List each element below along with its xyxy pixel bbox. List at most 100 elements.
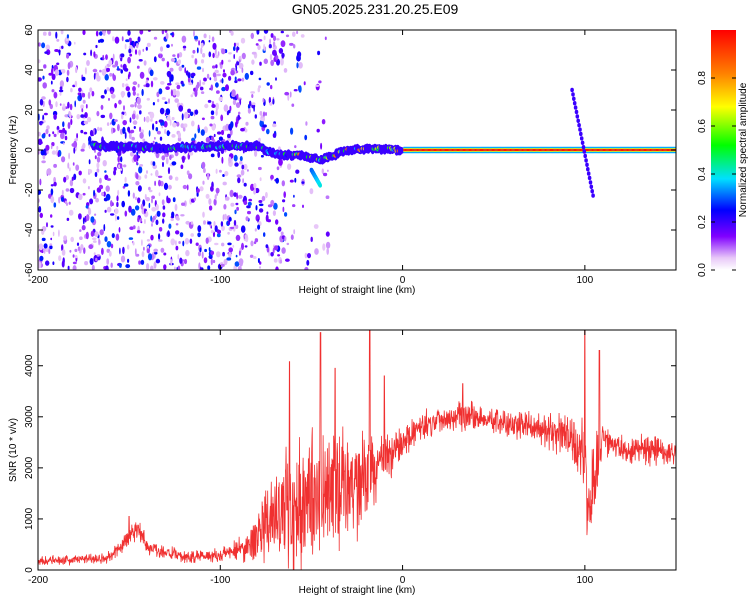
noise-speckle xyxy=(85,205,89,209)
snr-y-label: SNR (10 * v/v) xyxy=(8,418,19,482)
y-tick-label: -40 xyxy=(24,222,35,237)
noise-speckle xyxy=(129,226,134,230)
noise-speckle xyxy=(245,216,249,222)
noise-speckle xyxy=(212,42,217,50)
noise-speckle xyxy=(239,160,243,165)
trace-cell xyxy=(649,149,651,151)
noise-speckle xyxy=(270,33,274,38)
trace-cell xyxy=(411,149,413,151)
noise-speckle xyxy=(278,158,283,166)
streak-mark xyxy=(574,109,579,115)
trace-cell xyxy=(429,149,431,151)
noise-speckle xyxy=(258,208,264,213)
noise-speckle xyxy=(185,70,189,76)
trace-cell xyxy=(432,149,435,151)
noise-speckle xyxy=(184,111,189,119)
noise-speckle xyxy=(280,58,284,66)
noise-speckle xyxy=(235,202,239,206)
noise-speckle xyxy=(56,145,59,150)
noise-speckle xyxy=(171,43,173,47)
noise-speckle xyxy=(61,244,64,252)
trace-cell xyxy=(569,149,571,151)
noise-speckle xyxy=(211,135,214,141)
trace-cell xyxy=(491,149,494,151)
noise-speckle xyxy=(38,261,42,269)
noise-speckle xyxy=(153,36,158,40)
snr-x-label: Height of straight line (km) xyxy=(299,585,416,596)
noise-speckle xyxy=(222,181,227,186)
noise-speckle xyxy=(109,112,113,120)
trace-cell xyxy=(421,149,424,151)
noise-speckle xyxy=(78,193,83,201)
noise-speckle xyxy=(136,114,139,120)
trace-cell xyxy=(416,149,418,151)
noise-speckle xyxy=(134,205,140,211)
noise-speckle xyxy=(43,112,48,116)
noise-speckle xyxy=(45,260,50,266)
noise-speckle xyxy=(128,237,134,240)
noise-speckle xyxy=(99,31,103,36)
noise-speckle xyxy=(208,205,213,211)
noise-speckle xyxy=(199,247,202,253)
noise-speckle xyxy=(215,187,220,194)
streak-mark xyxy=(582,149,587,154)
noise-speckle xyxy=(310,236,313,242)
noise-speckle xyxy=(72,261,77,265)
noise-speckle xyxy=(228,251,232,258)
noise-speckle xyxy=(120,57,123,62)
noise-speckle xyxy=(237,42,239,47)
noise-speckle xyxy=(53,181,57,187)
noise-speckle xyxy=(69,187,75,194)
noise-speckle xyxy=(272,41,276,48)
noise-speckle xyxy=(250,240,254,247)
noise-speckle xyxy=(38,243,44,251)
noise-speckle xyxy=(116,195,119,202)
noise-speckle xyxy=(196,47,199,54)
y-tick-label: 3000 xyxy=(24,405,35,428)
noise-speckle xyxy=(152,102,155,106)
noise-speckle xyxy=(266,82,270,86)
noise-speckle xyxy=(177,136,182,142)
noise-speckle xyxy=(196,66,202,70)
trace-cell xyxy=(502,149,505,151)
noise-speckle xyxy=(170,58,176,62)
trace-cell xyxy=(536,149,539,151)
noise-speckle xyxy=(233,54,235,59)
trace-cell xyxy=(650,149,652,151)
noise-speckle xyxy=(125,78,128,81)
x-tick-label: 0 xyxy=(400,575,406,586)
noise-speckle xyxy=(275,219,279,225)
noise-speckle xyxy=(275,177,280,184)
noise-speckle xyxy=(284,91,290,96)
noise-speckle xyxy=(90,216,95,223)
noise-speckle xyxy=(95,30,99,37)
noise-speckle xyxy=(209,87,211,91)
noise-speckle xyxy=(181,35,187,43)
noise-speckle xyxy=(241,77,245,82)
noise-speckle xyxy=(51,150,57,155)
noise-speckle xyxy=(124,176,127,183)
noise-speckle xyxy=(325,231,330,237)
noise-speckle xyxy=(199,266,202,270)
trace-cell xyxy=(625,149,627,151)
noise-speckle xyxy=(48,248,51,254)
noise-speckle xyxy=(161,30,165,35)
noise-speckle xyxy=(78,170,82,176)
noise-speckle xyxy=(133,225,136,230)
noise-speckle xyxy=(58,49,61,56)
noise-speckle xyxy=(275,266,279,270)
noise-speckle xyxy=(237,194,243,199)
noise-speckle xyxy=(190,221,194,225)
noise-speckle xyxy=(105,54,108,60)
noise-speckle xyxy=(159,107,165,115)
noise-speckle xyxy=(56,39,60,42)
noise-speckle xyxy=(38,42,41,47)
noise-speckle xyxy=(83,247,86,254)
noise-speckle xyxy=(171,134,176,138)
trace-cell xyxy=(559,149,562,151)
trace-cell xyxy=(657,149,659,151)
noise-speckle xyxy=(69,179,74,187)
noise-speckle xyxy=(200,91,205,94)
noise-speckle xyxy=(275,55,279,60)
